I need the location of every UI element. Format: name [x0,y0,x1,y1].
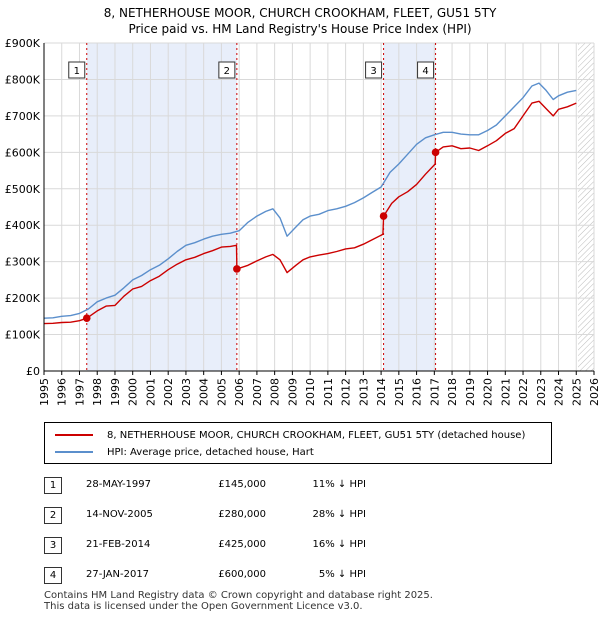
x-tick-label: 2005 [215,378,228,406]
legend-swatch-property [55,434,93,436]
x-tick-label: 2012 [340,378,353,406]
x-tick-label: 2014 [375,378,388,406]
legend-label-hpi: HPI: Average price, detached house, Hart [107,446,314,458]
x-tick-label: 2025 [570,378,583,406]
y-tick-label: £700K [5,110,41,123]
legend-swatch-hpi [55,451,93,453]
y-tick-label: £900K [5,37,41,50]
sale-date: 28-MAY-1997 [86,479,152,490]
sale-number-box-frame [218,61,236,79]
hpi-line [43,82,577,319]
sale-hpi-diff: 11% ↓ HPI [312,479,366,490]
sale-point [233,265,241,273]
legend-label-property: 8, NETHERHOUSE MOOR, CHURCH CROOKHAM, FL… [107,429,526,441]
sale-number-box: 2 [218,61,236,79]
x-tick-label: 2008 [269,378,282,406]
sale-hpi-diff: 5% ↓ HPI [318,569,366,580]
sale-number-label: 4 [422,66,428,77]
sale-price: £600,000 [218,569,266,580]
footer-copyright: Contains HM Land Registry data © Crown c… [44,590,433,601]
sale-point [82,314,91,322]
x-tick-label: 2001 [144,378,157,406]
y-tick-label: £600K [5,146,41,159]
property-price-line [43,100,577,325]
sale-number-box: 4 [417,61,435,79]
sale-price: £145,000 [218,479,266,490]
sale-number-box-frame [417,61,435,79]
x-tick-label: 2009 [286,378,299,406]
shaded-period [86,43,237,371]
chart-subtitle: Price paid vs. HM Land Registry's House … [128,22,472,36]
sale-number-box-frame [68,61,86,79]
y-tick-label: £500K [5,183,41,196]
sale-hpi-diff: 16% ↓ HPI [312,539,366,550]
sale-number-box-frame [365,61,383,79]
footer-license: This data is licensed under the Open Gov… [44,601,363,612]
x-tick-label: 2015 [393,378,406,406]
sale-price: £425,000 [218,539,266,550]
sale-number-badge: 3 [44,537,62,554]
legend-item-hpi: HPI: Average price, detached house, Hart [55,444,314,460]
x-tick-label: 1996 [56,378,69,406]
sale-date: 21-FEB-2014 [86,539,151,550]
x-tick-label: 2019 [464,378,477,406]
table-row: 1 28-MAY-1997 £145,000 11% ↓ HPI [44,474,404,494]
x-tick-label: 2026 [588,378,600,406]
sale-number-box: 3 [365,61,383,79]
price-chart: 1 2 3 4 £0 £100K £200K £300K £400K £500K £600K £700… [5,37,600,406]
x-tick-label: 2003 [180,378,193,406]
x-tick-label: 2021 [499,378,512,406]
y-tick-label: £0 [26,365,40,378]
shaded-period [383,43,436,371]
x-tick-label: 2018 [446,378,459,406]
x-tick-label: 2002 [162,378,175,406]
chart-title: 8, NETHERHOUSE MOOR, CHURCH CROOKHAM, FL… [103,6,497,20]
legend: 8, NETHERHOUSE MOOR, CHURCH CROOKHAM, FL… [44,422,552,464]
table-row: 4 27-JAN-2017 £600,000 5% ↓ HPI [44,564,404,584]
y-tick-label: £400K [5,219,41,232]
table-row: 3 21-FEB-2014 £425,000 16% ↓ HPI [44,534,404,554]
x-tick-label: 2017 [428,378,441,406]
sale-number-label: 2 [224,66,230,77]
x-tick-label: 2006 [233,378,246,406]
sale-date: 14-NOV-2005 [86,509,153,520]
forecast-hatch [578,43,594,371]
x-tick-label: 2013 [357,378,370,406]
x-tick-label: 2004 [198,378,211,406]
sale-point [431,148,440,157]
y-tick-label: £200K [5,292,41,305]
sale-price: £280,000 [218,509,266,520]
legend-item-property: 8, NETHERHOUSE MOOR, CHURCH CROOKHAM, FL… [55,427,525,443]
x-tick-label: 1998 [91,378,104,406]
sale-point [379,212,388,220]
sale-date: 27-JAN-2017 [86,569,150,580]
x-tick-label: 1995 [38,378,51,406]
x-tick-label: 2010 [304,378,317,406]
x-tick-label: 2011 [322,378,335,406]
x-tick-label: 2016 [411,378,424,406]
sale-number-label: 3 [370,66,376,77]
x-tick-label: 1997 [73,378,86,406]
x-tick-label: 2024 [553,378,566,406]
y-tick-label: £800K [5,73,41,86]
sale-hpi-diff: 28% ↓ HPI [312,509,366,520]
x-tick-label: 1999 [109,378,122,406]
sale-number-box: 1 [68,61,86,79]
sale-number-badge: 1 [44,477,62,494]
sale-number-label: 1 [74,66,80,77]
x-tick-label: 2020 [482,378,495,406]
table-row: 2 14-NOV-2005 £280,000 28% ↓ HPI [44,504,404,524]
footer: Contains HM Land Registry data © Crown c… [44,590,433,612]
x-tick-label: 2007 [251,378,264,406]
y-tick-label: £300K [5,256,41,269]
y-tick-label: £100K [5,329,41,342]
x-tick-label: 2022 [517,378,530,406]
x-tick-label: 2023 [535,378,548,406]
sale-number-badge: 2 [44,507,62,524]
x-tick-label: 2000 [127,378,140,406]
sale-number-badge: 4 [44,567,62,584]
